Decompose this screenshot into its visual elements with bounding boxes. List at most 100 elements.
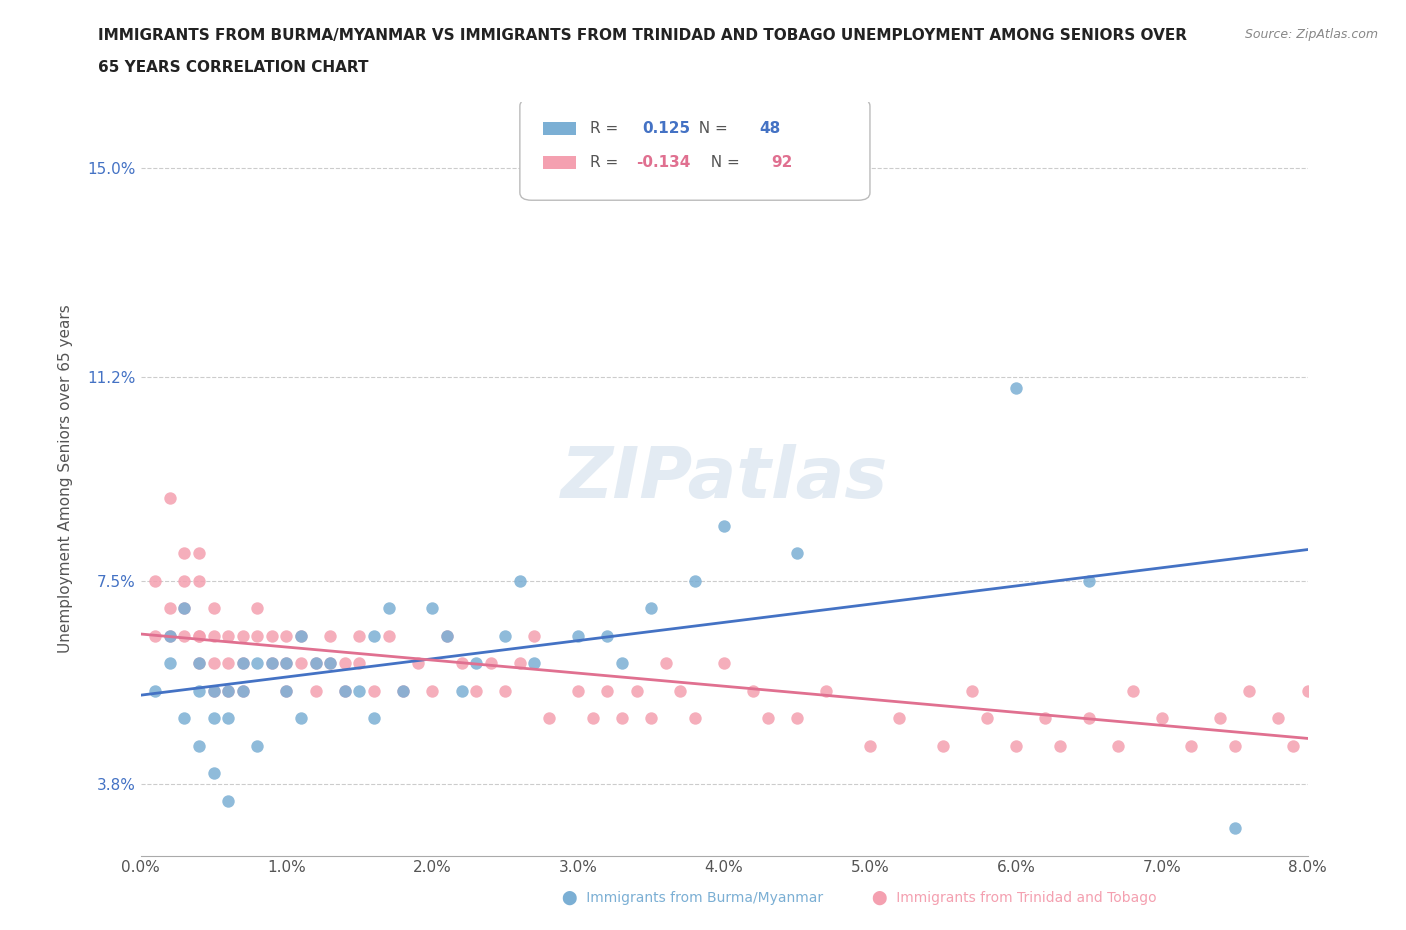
Point bbox=[159, 491, 181, 506]
Point bbox=[276, 656, 298, 671]
Point bbox=[494, 684, 516, 698]
Point bbox=[815, 684, 838, 698]
Point bbox=[290, 711, 312, 725]
Point bbox=[290, 629, 312, 644]
Text: IMMIGRANTS FROM BURMA/MYANMAR VS IMMIGRANTS FROM TRINIDAD AND TOBAGO UNEMPLOYMEN: IMMIGRANTS FROM BURMA/MYANMAR VS IMMIGRA… bbox=[98, 28, 1188, 43]
Point bbox=[1122, 684, 1144, 698]
Point bbox=[1239, 684, 1261, 698]
Point bbox=[246, 629, 269, 644]
Point bbox=[217, 656, 239, 671]
Point bbox=[713, 518, 735, 533]
Point bbox=[669, 684, 692, 698]
Point bbox=[610, 656, 633, 671]
Point bbox=[143, 629, 166, 644]
Point bbox=[436, 629, 458, 644]
Point bbox=[1033, 711, 1056, 725]
Point bbox=[217, 684, 239, 698]
Point bbox=[232, 684, 254, 698]
Text: ZIPatlas: ZIPatlas bbox=[561, 445, 887, 513]
Point bbox=[1077, 573, 1099, 588]
Bar bbox=[543, 122, 576, 136]
Point bbox=[173, 546, 195, 561]
Text: N =: N = bbox=[700, 155, 744, 170]
Point bbox=[173, 711, 195, 725]
Point bbox=[173, 601, 195, 616]
Text: 48: 48 bbox=[759, 121, 780, 136]
Point bbox=[465, 684, 488, 698]
Point bbox=[1209, 711, 1232, 725]
Point bbox=[742, 684, 765, 698]
Point bbox=[932, 738, 955, 753]
Point bbox=[217, 684, 239, 698]
Point bbox=[188, 684, 211, 698]
Point bbox=[333, 656, 356, 671]
Point bbox=[1005, 738, 1028, 753]
Point bbox=[494, 629, 516, 644]
Point bbox=[859, 738, 882, 753]
Point bbox=[479, 656, 502, 671]
Text: ⬤  Immigrants from Trinidad and Tobago: ⬤ Immigrants from Trinidad and Tobago bbox=[872, 890, 1156, 905]
Point bbox=[392, 684, 415, 698]
Point bbox=[377, 601, 399, 616]
Point bbox=[683, 573, 706, 588]
Point bbox=[260, 656, 283, 671]
Point bbox=[246, 738, 269, 753]
Point bbox=[363, 629, 385, 644]
Point bbox=[260, 629, 283, 644]
Point bbox=[232, 629, 254, 644]
Point bbox=[217, 711, 239, 725]
Point bbox=[976, 711, 998, 725]
Point bbox=[567, 629, 589, 644]
Point bbox=[450, 684, 472, 698]
Point bbox=[349, 656, 371, 671]
Point bbox=[188, 629, 211, 644]
Point bbox=[610, 711, 633, 725]
Point bbox=[596, 629, 619, 644]
Point bbox=[276, 629, 298, 644]
Point bbox=[596, 684, 619, 698]
Point bbox=[1077, 711, 1099, 725]
Point bbox=[1282, 738, 1305, 753]
Point bbox=[173, 601, 195, 616]
Point bbox=[202, 684, 225, 698]
Point bbox=[159, 629, 181, 644]
Point bbox=[319, 656, 342, 671]
Point bbox=[626, 684, 648, 698]
Point bbox=[683, 711, 706, 725]
Point bbox=[349, 629, 371, 644]
Bar bbox=[543, 156, 576, 169]
Point bbox=[202, 656, 225, 671]
Point bbox=[290, 629, 312, 644]
Point bbox=[159, 629, 181, 644]
Point bbox=[159, 656, 181, 671]
Point bbox=[188, 738, 211, 753]
Point bbox=[582, 711, 605, 725]
Point bbox=[202, 765, 225, 780]
Point bbox=[523, 629, 546, 644]
Point bbox=[406, 656, 429, 671]
Point bbox=[363, 711, 385, 725]
Point bbox=[640, 601, 662, 616]
Point bbox=[363, 684, 385, 698]
Point bbox=[333, 684, 356, 698]
Point bbox=[173, 573, 195, 588]
Point bbox=[143, 573, 166, 588]
Point bbox=[232, 656, 254, 671]
Point bbox=[509, 573, 531, 588]
Point bbox=[1296, 684, 1319, 698]
Point bbox=[188, 629, 211, 644]
Point bbox=[232, 684, 254, 698]
Point bbox=[188, 546, 211, 561]
Point bbox=[377, 629, 399, 644]
Point bbox=[786, 711, 808, 725]
Text: 0.125: 0.125 bbox=[643, 121, 690, 136]
Point bbox=[889, 711, 911, 725]
Point bbox=[217, 793, 239, 808]
Point bbox=[305, 656, 328, 671]
Point bbox=[640, 711, 662, 725]
Point bbox=[159, 601, 181, 616]
Text: ⬤  Immigrants from Burma/Myanmar: ⬤ Immigrants from Burma/Myanmar bbox=[562, 890, 824, 905]
Point bbox=[202, 601, 225, 616]
Point bbox=[756, 711, 779, 725]
Point bbox=[1049, 738, 1071, 753]
